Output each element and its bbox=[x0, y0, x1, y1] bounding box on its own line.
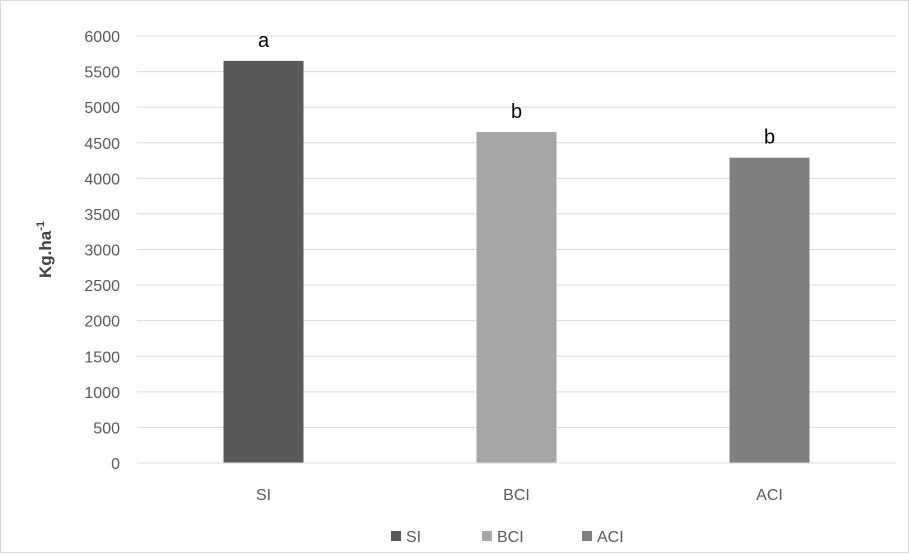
y-tick-label: 500 bbox=[93, 420, 120, 437]
y-tick-label: 6000 bbox=[84, 29, 120, 46]
x-axis-categories: SI BCI ACI bbox=[256, 487, 783, 504]
y-tick-label: 5500 bbox=[84, 65, 120, 82]
y-tick-label: 4000 bbox=[84, 171, 120, 188]
legend-label-aci: ACI bbox=[597, 529, 624, 546]
data-label-aci: b bbox=[764, 127, 775, 149]
y-axis-label: Kg.ha-1 bbox=[35, 221, 55, 278]
bar-si bbox=[223, 60, 304, 464]
legend-swatch-bci bbox=[482, 531, 492, 541]
y-axis-label-superscript: -1 bbox=[35, 221, 47, 231]
y-tick-label: 2000 bbox=[84, 314, 120, 331]
legend: SI BCI ACI bbox=[391, 529, 624, 546]
y-tick-label: 3500 bbox=[84, 207, 120, 224]
bar-aci bbox=[729, 157, 810, 463]
y-tick-label: 1500 bbox=[84, 349, 120, 366]
legend-swatch-si bbox=[391, 531, 401, 541]
y-axis-label-text: Kg.ha bbox=[36, 230, 55, 278]
category-label-aci: ACI bbox=[756, 487, 783, 504]
data-label-si: a bbox=[258, 30, 270, 52]
bars bbox=[223, 60, 810, 464]
y-tick-label: 2500 bbox=[84, 278, 120, 295]
y-tick-label: 3000 bbox=[84, 243, 120, 260]
legend-label-bci: BCI bbox=[497, 529, 524, 546]
data-labels: a b b bbox=[258, 30, 775, 149]
category-label-bci: BCI bbox=[503, 487, 530, 504]
y-tick-label: 1000 bbox=[84, 385, 120, 402]
data-label-bci: b bbox=[511, 101, 522, 123]
y-tick-label: 4500 bbox=[84, 136, 120, 153]
legend-swatch-aci bbox=[582, 531, 592, 541]
y-tick-label: 5000 bbox=[84, 100, 120, 117]
legend-label-si: SI bbox=[406, 529, 421, 546]
category-label-si: SI bbox=[256, 487, 271, 504]
y-axis-ticks: 0 500 1000 1500 2000 2500 3000 3500 4000 4500 5000… bbox=[84, 29, 120, 473]
y-tick-label: 0 bbox=[111, 456, 120, 473]
bar-bci bbox=[476, 132, 557, 463]
